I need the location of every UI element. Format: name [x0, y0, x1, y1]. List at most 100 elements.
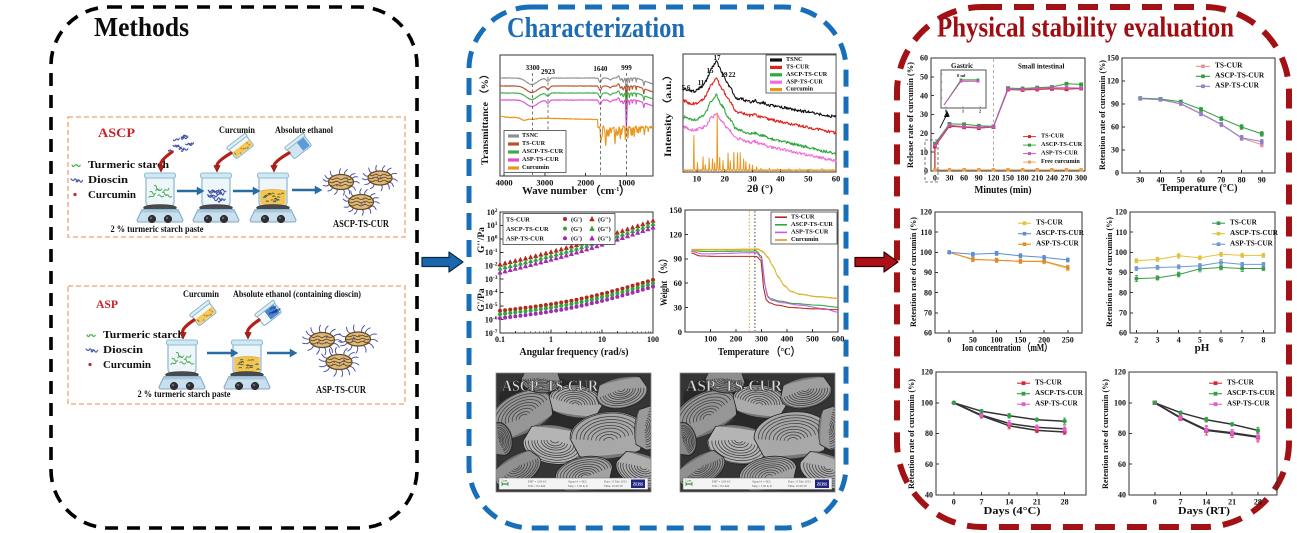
svg-text:150: 150 — [1002, 174, 1014, 183]
svg-text:150: 150 — [669, 205, 682, 215]
svg-text:60: 60 — [832, 174, 841, 184]
svg-text:21: 21 — [1228, 498, 1236, 507]
svg-text:70: 70 — [924, 309, 932, 318]
svg-text:Free curcumin: Free curcumin — [1041, 158, 1080, 165]
svg-text:Signal A = SE2: Signal A = SE2 — [752, 480, 771, 484]
svg-text:0: 0 — [952, 498, 956, 507]
svg-text:ASCP-TS-CUR: ASCP-TS-CUR — [1035, 389, 1084, 397]
svg-text:5.6: 5.6 — [682, 84, 691, 92]
svg-text:500: 500 — [806, 334, 819, 344]
svg-text:40: 40 — [1157, 176, 1165, 185]
svg-text:Days (4°C): Days (4°C) — [984, 506, 1042, 517]
svg-text:4000: 4000 — [496, 178, 513, 188]
svg-text:60: 60 — [1118, 460, 1126, 469]
svg-text:300: 300 — [755, 334, 768, 344]
svg-text:TSNC: TSNC — [522, 132, 539, 139]
svg-text:Time: 10:20:18: Time: 10:20:18 — [604, 484, 623, 488]
svg-text:Ion concentration （mM）: Ion concentration （mM） — [962, 341, 1052, 354]
svg-text:TS-CUR: TS-CUR — [791, 213, 815, 220]
svg-text:400: 400 — [781, 334, 794, 344]
svg-text:110: 110 — [1115, 228, 1127, 237]
svg-text:WD = 8.5 mm: WD = 8.5 mm — [528, 484, 546, 488]
svg-text:TS-CUR: TS-CUR — [786, 64, 810, 71]
svg-text:80: 80 — [1238, 176, 1246, 185]
svg-text:Retention rate of curcumin (%): Retention rate of curcumin (%) — [906, 379, 916, 489]
svg-text:50: 50 — [920, 73, 928, 82]
svg-text:ASP-TS-CUR: ASP-TS-CUR — [786, 78, 823, 85]
svg-text:ASCP-TS-CUR: ASCP-TS-CUR — [1215, 71, 1265, 80]
svg-text:Mag = 1.50 K X: Mag = 1.50 K X — [568, 484, 589, 488]
svg-text:1000: 1000 — [618, 178, 635, 188]
svg-text:ASP-TS-CUR: ASP-TS-CUR — [1215, 81, 1260, 90]
svg-text:14: 14 — [1202, 498, 1210, 507]
svg-text:ZEISS: ZEISS — [817, 483, 827, 487]
svg-text:ASP-TS-CUR: ASP-TS-CUR — [522, 156, 559, 163]
svg-text:0: 0 — [947, 336, 951, 345]
svg-text:80: 80 — [1118, 429, 1126, 438]
svg-text:90: 90 — [975, 174, 983, 183]
svg-text:2θ (°): 2θ (°) — [747, 184, 774, 195]
svg-text:ASCP-TS-CUR: ASCP-TS-CUR — [506, 226, 549, 233]
svg-text:TS-CUR: TS-CUR — [1035, 378, 1063, 386]
svg-text:TSNC: TSNC — [786, 56, 803, 63]
svg-text:60: 60 — [920, 54, 928, 63]
svg-text:Time: 10:20:18: Time: 10:20:18 — [788, 484, 807, 488]
svg-text:60: 60 — [924, 329, 932, 338]
svg-text:ASP-TS-CUR: ASP-TS-CUR — [1035, 399, 1079, 407]
svg-text:40: 40 — [925, 491, 933, 500]
svg-text:100: 100 — [487, 235, 498, 244]
svg-text:240: 240 — [1046, 174, 1058, 183]
svg-text:(G''): (G'') — [598, 217, 611, 224]
svg-text:120: 120 — [1107, 77, 1119, 86]
svg-text:110: 110 — [920, 228, 932, 237]
svg-text:2: 2 — [979, 109, 982, 114]
svg-text:70: 70 — [1119, 309, 1127, 318]
svg-text:200: 200 — [730, 334, 743, 344]
svg-text:(G'): (G') — [571, 217, 582, 224]
svg-text:ASP-TS-CUR: ASP-TS-CUR — [1036, 239, 1080, 247]
svg-text:TS-CUR: TS-CUR — [522, 140, 546, 147]
svg-text:Angular frequency (rad/s): Angular frequency (rad/s) — [520, 346, 629, 358]
svg-text:19: 19 — [721, 71, 729, 79]
svg-text:Release rate of curcumin (%): Release rate of curcumin (%) — [905, 62, 915, 168]
svg-text:17: 17 — [714, 54, 722, 62]
svg-text:Date: 15 Mar 2023: Date: 15 Mar 2023 — [788, 480, 811, 484]
svg-text:100: 100 — [991, 336, 1003, 345]
svg-text:102: 102 — [487, 208, 498, 217]
svg-text:1: 1 — [962, 109, 965, 114]
svg-text:10-1: 10-1 — [485, 248, 498, 257]
svg-text:90: 90 — [924, 268, 932, 277]
svg-text:ASCP-TS-CUR: ASCP-TS-CUR — [1036, 229, 1085, 237]
svg-text:30: 30 — [674, 303, 683, 313]
svg-text:101: 101 — [487, 221, 498, 230]
svg-text:60: 60 — [925, 460, 933, 469]
svg-text:50: 50 — [804, 174, 813, 184]
svg-text:20: 20 — [920, 129, 928, 138]
svg-text:2923: 2923 — [541, 68, 556, 76]
svg-text:ASCP-TS-CUR: ASCP-TS-CUR — [333, 219, 389, 230]
svg-text:(G'): (G') — [571, 226, 582, 233]
svg-text:10: 10 — [693, 174, 702, 184]
svg-text:Curcumin: Curcumin — [88, 190, 136, 201]
svg-text:10-7: 10-7 — [485, 329, 498, 338]
svg-text:TS-CUR: TS-CUR — [506, 217, 530, 224]
svg-text:TS-CUR: TS-CUR — [1036, 218, 1064, 226]
svg-text:90: 90 — [674, 254, 683, 264]
svg-text:8: 8 — [1261, 336, 1265, 345]
svg-text:0: 0 — [678, 327, 682, 337]
svg-text:100: 100 — [921, 399, 933, 408]
svg-text:(G'): (G') — [571, 236, 582, 243]
svg-text:Wave number （cm-1）: Wave number （cm-1） — [522, 184, 630, 197]
svg-text:10-4: 10-4 — [485, 289, 498, 298]
svg-text:2: 2 — [1134, 336, 1138, 345]
svg-text:2 % turmeric starch paste: 2 % turmeric starch paste — [111, 225, 204, 235]
svg-text:0.1: 0.1 — [495, 335, 505, 344]
svg-text:Temperature (°C): Temperature (°C) — [1161, 183, 1238, 194]
svg-text:4: 4 — [1177, 336, 1181, 345]
svg-text:ASP-TS-CUR: ASP-TS-CUR — [791, 229, 829, 236]
svg-text:TS-CUR: TS-CUR — [1041, 132, 1065, 139]
svg-text:40: 40 — [1118, 491, 1126, 500]
svg-text:Curcumin: Curcumin — [103, 360, 151, 371]
svg-text:ASCP- TS-CUR: ASCP- TS-CUR — [502, 378, 599, 395]
svg-text:20: 20 — [720, 174, 729, 184]
